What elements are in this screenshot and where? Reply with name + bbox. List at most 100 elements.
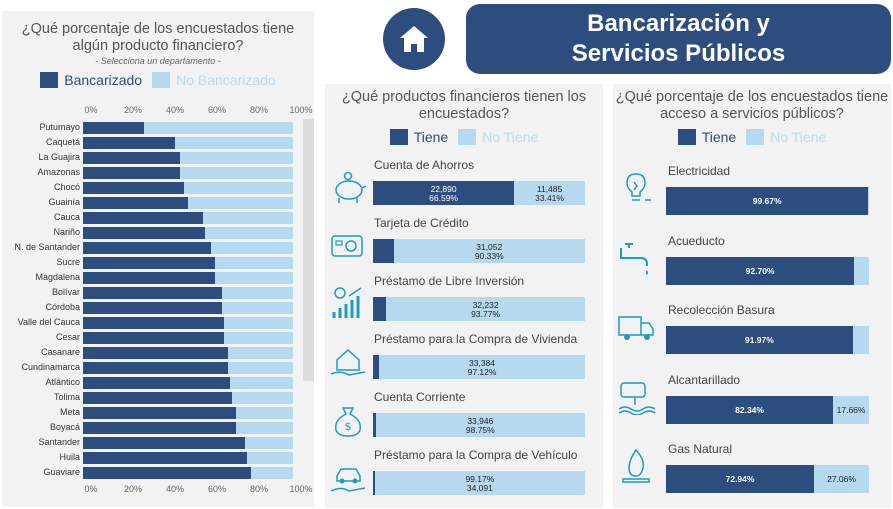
department-row[interactable]: Casanare bbox=[2, 346, 314, 361]
no-bancarizado-bar[interactable] bbox=[83, 167, 293, 179]
no-bancarizado-bar[interactable] bbox=[83, 197, 293, 209]
product-no-tiene-bar[interactable]: 99.17% 34,091 bbox=[373, 471, 585, 495]
bancarizado-bar[interactable] bbox=[83, 317, 224, 329]
product-tiene-bar[interactable] bbox=[373, 413, 376, 437]
bancarizado-bar[interactable] bbox=[83, 362, 228, 374]
department-row[interactable]: Cundinamarca bbox=[2, 361, 314, 376]
home-button[interactable] bbox=[383, 8, 445, 70]
no-bancarizado-bar[interactable] bbox=[83, 452, 293, 464]
bancarizado-bar[interactable] bbox=[83, 302, 222, 314]
service-no-tiene-bar[interactable]: 99.67% bbox=[666, 187, 869, 215]
department-row[interactable]: Amazonas bbox=[2, 166, 314, 181]
legend-no-bancarizado[interactable]: No Bancarizado bbox=[152, 72, 276, 88]
department-row[interactable]: Guaviare bbox=[2, 466, 314, 481]
service-no-tiene-bar[interactable]: 72.94% 27.06% bbox=[666, 465, 869, 493]
department-row[interactable]: La Guajira bbox=[2, 151, 314, 166]
no-bancarizado-bar[interactable] bbox=[83, 377, 293, 389]
bancarizado-bar[interactable] bbox=[83, 377, 230, 389]
department-row[interactable]: Putumayo bbox=[2, 121, 314, 136]
no-bancarizado-bar[interactable] bbox=[83, 347, 293, 359]
bancarizado-bar[interactable] bbox=[83, 407, 237, 419]
product-no-tiene-bar[interactable]: 32,232 93.77% bbox=[373, 297, 585, 321]
service-tiene-bar[interactable] bbox=[666, 395, 834, 424]
department-row[interactable]: Caquetá bbox=[2, 136, 314, 151]
product-no-tiene-bar[interactable]: 33,384 97.12% bbox=[373, 355, 585, 379]
no-bancarizado-bar[interactable] bbox=[83, 152, 293, 164]
department-row[interactable]: Guainía bbox=[2, 196, 314, 211]
legend-no-tiene-servicio[interactable]: No Tiene bbox=[746, 129, 826, 145]
no-bancarizado-bar[interactable] bbox=[83, 362, 293, 374]
bancarizado-bar[interactable] bbox=[83, 332, 224, 344]
bancarizado-bar[interactable] bbox=[83, 392, 233, 404]
product-tiene-bar[interactable] bbox=[373, 181, 515, 205]
legend-tiene[interactable]: Tiene bbox=[389, 129, 448, 145]
bancarizado-bar[interactable] bbox=[83, 437, 245, 449]
no-bancarizado-bar[interactable] bbox=[83, 182, 293, 194]
no-bancarizado-bar[interactable] bbox=[83, 317, 293, 329]
service-no-tiene-bar[interactable]: 82.34% 17.66% bbox=[666, 395, 869, 424]
department-row[interactable]: Atlántico bbox=[2, 376, 314, 391]
bancarizado-bar[interactable] bbox=[83, 422, 237, 434]
department-row[interactable]: Córdoba bbox=[2, 301, 314, 316]
bancarizado-bar[interactable] bbox=[83, 197, 188, 209]
bancarizado-bar[interactable] bbox=[83, 452, 247, 464]
service-no-tiene-bar[interactable]: 91.97% bbox=[666, 326, 869, 354]
department-row[interactable]: Huila bbox=[2, 451, 314, 466]
department-row[interactable]: N. de Santander bbox=[2, 241, 314, 256]
bancarizado-bar[interactable] bbox=[83, 242, 212, 254]
no-bancarizado-bar[interactable] bbox=[83, 257, 293, 269]
no-bancarizado-bar[interactable] bbox=[83, 122, 293, 134]
legend-bancarizado[interactable]: Bancarizado bbox=[40, 72, 142, 88]
no-bancarizado-bar[interactable] bbox=[83, 287, 293, 299]
product-no-tiene-bar[interactable]: 33,946 98.75% bbox=[373, 413, 585, 437]
department-row[interactable]: Magdalena bbox=[2, 271, 314, 286]
service-tiene-bar[interactable] bbox=[666, 187, 869, 215]
department-row[interactable]: Meta bbox=[2, 406, 314, 421]
bancarizado-bar[interactable] bbox=[83, 122, 144, 134]
bancarizado-bar[interactable] bbox=[83, 272, 216, 284]
department-row[interactable]: Santander bbox=[2, 436, 314, 451]
product-no-tiene-bar[interactable]: 22,890 66.59% 11,485 33.41% bbox=[373, 181, 585, 205]
department-row[interactable]: Tolima bbox=[2, 391, 314, 406]
no-bancarizado-bar[interactable] bbox=[83, 302, 293, 314]
product-tiene-bar[interactable] bbox=[373, 297, 387, 321]
no-bancarizado-bar[interactable] bbox=[83, 407, 293, 419]
bancarizado-bar[interactable] bbox=[83, 182, 184, 194]
department-row[interactable]: Nariño bbox=[2, 226, 314, 241]
no-bancarizado-bar[interactable] bbox=[83, 392, 293, 404]
legend-tiene-servicio[interactable]: Tiene bbox=[677, 129, 736, 145]
product-tiene-bar[interactable] bbox=[373, 355, 380, 379]
no-bancarizado-bar[interactable] bbox=[83, 467, 293, 479]
bancarizado-bar[interactable] bbox=[83, 467, 251, 479]
product-tiene-bar[interactable] bbox=[373, 239, 394, 263]
service-no-tiene-bar[interactable]: 92.70% bbox=[666, 256, 869, 285]
no-bancarizado-bar[interactable] bbox=[83, 332, 293, 344]
department-row[interactable]: Boyacá bbox=[2, 421, 314, 436]
no-bancarizado-bar[interactable] bbox=[83, 137, 293, 149]
service-tiene-bar[interactable] bbox=[666, 465, 815, 493]
no-bancarizado-bar[interactable] bbox=[83, 242, 293, 254]
department-row[interactable]: Bolívar bbox=[2, 286, 314, 301]
bancarizado-bar[interactable] bbox=[83, 287, 222, 299]
bancarizado-bar[interactable] bbox=[83, 347, 228, 359]
department-list-scrollbar[interactable] bbox=[303, 119, 314, 381]
no-bancarizado-bar[interactable] bbox=[83, 422, 293, 434]
department-row[interactable]: Valle del Cauca bbox=[2, 316, 314, 331]
department-row[interactable]: Cesar bbox=[2, 331, 314, 346]
product-tiene-bar[interactable] bbox=[373, 471, 375, 495]
bancarizado-bar[interactable] bbox=[83, 152, 180, 164]
department-row[interactable]: Cauca bbox=[2, 211, 314, 226]
legend-no-tiene[interactable]: No Tiene bbox=[458, 129, 538, 145]
bancarizado-bar[interactable] bbox=[83, 212, 203, 224]
no-bancarizado-bar[interactable] bbox=[83, 272, 293, 284]
bancarizado-bar[interactable] bbox=[83, 227, 205, 239]
no-bancarizado-bar[interactable] bbox=[83, 437, 293, 449]
bancarizado-bar[interactable] bbox=[83, 167, 180, 179]
department-row[interactable]: Chocó bbox=[2, 181, 314, 196]
bancarizado-bar[interactable] bbox=[83, 257, 216, 269]
no-bancarizado-bar[interactable] bbox=[83, 227, 293, 239]
department-row[interactable]: Sucre bbox=[2, 256, 314, 271]
service-tiene-bar[interactable] bbox=[666, 256, 855, 285]
service-tiene-bar[interactable] bbox=[666, 326, 853, 354]
no-bancarizado-bar[interactable] bbox=[83, 212, 293, 224]
